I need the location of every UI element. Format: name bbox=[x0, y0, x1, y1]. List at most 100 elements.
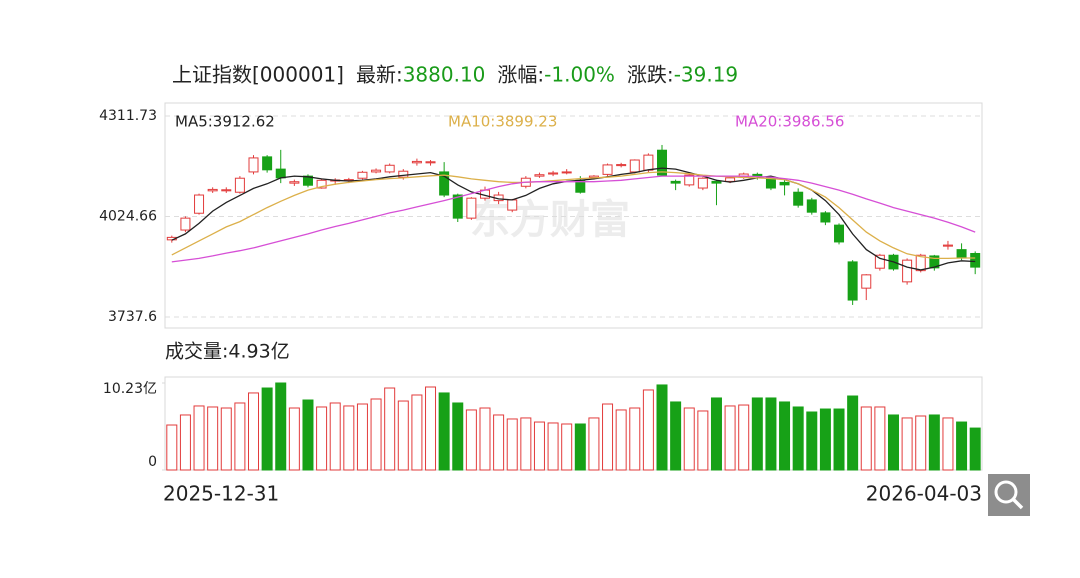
candle-body bbox=[534, 174, 545, 177]
volume-bar bbox=[588, 417, 600, 471]
volume-bar bbox=[452, 402, 464, 471]
volume-bar bbox=[234, 402, 246, 471]
volume-bar bbox=[615, 409, 627, 471]
candle-body bbox=[684, 174, 695, 186]
volume-frame bbox=[164, 376, 983, 471]
watermark: 东方财富 bbox=[470, 197, 630, 243]
y-tick-label: 4024.66 bbox=[99, 209, 157, 225]
candle-body bbox=[425, 161, 436, 164]
candle-body bbox=[302, 175, 313, 186]
volume-bar bbox=[547, 422, 559, 471]
candle-body bbox=[629, 159, 640, 173]
volume-bar bbox=[901, 417, 913, 471]
volume-title: 成交量:4.93亿 bbox=[165, 341, 290, 363]
volume-bar bbox=[860, 406, 872, 471]
candle-body bbox=[643, 154, 654, 171]
x-tick-label: 2026-04-03 bbox=[866, 482, 982, 506]
volume-bar bbox=[411, 394, 423, 471]
search-button[interactable] bbox=[988, 474, 1030, 516]
volume-bar bbox=[942, 417, 954, 471]
candle-body bbox=[725, 177, 736, 182]
search-handle[interactable] bbox=[1011, 497, 1024, 510]
volume-bar bbox=[819, 408, 831, 471]
volume-bar bbox=[710, 397, 722, 471]
y-tick-label: 10.23亿 bbox=[103, 381, 157, 397]
volume-bar bbox=[425, 386, 437, 471]
volume-bar bbox=[220, 407, 232, 471]
candle-body bbox=[970, 252, 981, 268]
volume-bar bbox=[697, 410, 709, 471]
volume-bar bbox=[561, 423, 573, 471]
volume-bar bbox=[356, 403, 368, 471]
volume-bar bbox=[438, 392, 450, 471]
candle-body bbox=[902, 259, 913, 283]
candle-body bbox=[194, 194, 205, 214]
volume-bar bbox=[833, 408, 845, 471]
candle-body bbox=[289, 181, 300, 184]
header-text: 最新: bbox=[356, 63, 403, 87]
candle-body bbox=[262, 156, 273, 171]
volume-bar bbox=[207, 406, 219, 471]
volume-bar bbox=[738, 404, 750, 471]
volume-bar bbox=[629, 407, 641, 471]
candle-body bbox=[942, 244, 953, 247]
volume-bar bbox=[915, 415, 927, 471]
volume-bar bbox=[329, 402, 341, 471]
y-tick-label: 3737.6 bbox=[108, 309, 157, 325]
candle-body bbox=[411, 160, 422, 164]
y-tick-label: 0 bbox=[148, 454, 157, 470]
volume-bar bbox=[506, 418, 518, 471]
volume-bar bbox=[779, 401, 791, 471]
candle-body bbox=[275, 168, 286, 179]
volume-bar bbox=[479, 407, 491, 471]
volume-bar bbox=[248, 392, 260, 471]
candle-body bbox=[711, 180, 722, 184]
volume-bar bbox=[765, 397, 777, 471]
candle-body bbox=[371, 169, 382, 173]
candle-body bbox=[861, 274, 872, 289]
legend-label: MA5:3912.62 bbox=[175, 113, 275, 131]
volume-bar bbox=[574, 423, 586, 471]
header-text: 涨跌: bbox=[627, 63, 674, 87]
volume-bar bbox=[751, 397, 763, 471]
candle-body bbox=[915, 254, 926, 272]
y-tick-label: 4311.73 bbox=[99, 108, 157, 124]
legend-label: MA20:3986.56 bbox=[735, 113, 844, 131]
volume-bar bbox=[520, 417, 532, 471]
candle-body bbox=[221, 189, 232, 192]
volume-bar bbox=[533, 421, 545, 471]
candle-body bbox=[616, 164, 627, 167]
candle-body bbox=[765, 177, 776, 189]
x-tick-label: 2025-12-31 bbox=[163, 482, 279, 506]
candle-body bbox=[507, 199, 518, 211]
legend-label: MA10:3899.23 bbox=[448, 113, 557, 131]
search-bg[interactable] bbox=[988, 474, 1030, 516]
volume-bar bbox=[397, 400, 409, 471]
volume-bar bbox=[343, 405, 355, 471]
candle-body bbox=[180, 217, 191, 231]
candle-body bbox=[806, 199, 817, 213]
ma-line bbox=[171, 167, 976, 271]
volume-bar bbox=[288, 407, 300, 471]
candle-body bbox=[697, 177, 708, 189]
volume-bar bbox=[166, 424, 178, 471]
volume-bar bbox=[656, 384, 668, 471]
candle-body bbox=[847, 261, 858, 301]
candle-body bbox=[398, 170, 409, 178]
volume-bar bbox=[493, 414, 505, 471]
header-text: 3880.10 bbox=[403, 63, 486, 87]
volume-bar bbox=[602, 403, 614, 471]
ma-line bbox=[171, 175, 976, 263]
candle-body bbox=[602, 164, 613, 175]
header-text: -39.19 bbox=[674, 63, 738, 87]
volume-bar bbox=[370, 398, 382, 471]
search-icon[interactable] bbox=[994, 480, 1018, 504]
volume-bar bbox=[275, 382, 287, 471]
candle-body bbox=[207, 188, 218, 192]
candle-body bbox=[452, 194, 463, 219]
candle-body bbox=[561, 171, 572, 174]
volume-bar bbox=[887, 414, 899, 471]
candle-body bbox=[834, 224, 845, 243]
